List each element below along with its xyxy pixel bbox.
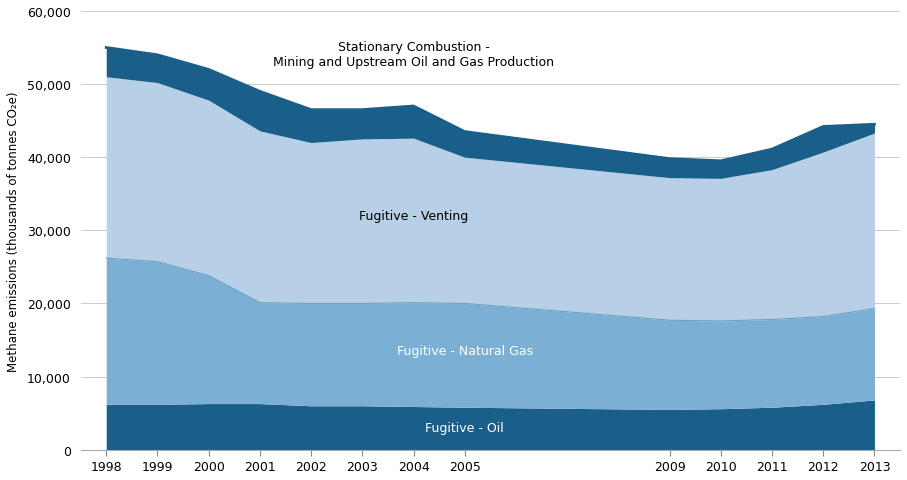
Y-axis label: Methane emissions (thousands of tonnes CO₂e): Methane emissions (thousands of tonnes C… <box>7 91 20 371</box>
Text: Stationary Combustion -
Mining and Upstream Oil and Gas Production: Stationary Combustion - Mining and Upstr… <box>273 41 554 69</box>
Text: Fugitive - Natural Gas: Fugitive - Natural Gas <box>396 345 532 358</box>
Text: Fugitive - Oil: Fugitive - Oil <box>425 421 504 434</box>
Text: Fugitive - Venting: Fugitive - Venting <box>359 210 468 223</box>
